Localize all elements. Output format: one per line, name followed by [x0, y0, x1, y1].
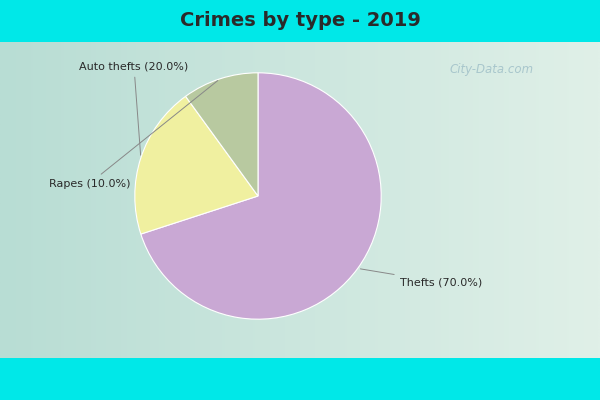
Wedge shape [135, 96, 258, 234]
Text: Thefts (70.0%): Thefts (70.0%) [361, 269, 482, 287]
Text: Auto thefts (20.0%): Auto thefts (20.0%) [79, 62, 188, 155]
Wedge shape [185, 73, 258, 196]
Text: City-Data.com: City-Data.com [450, 64, 534, 76]
Text: Rapes (10.0%): Rapes (10.0%) [49, 80, 218, 189]
Text: Crimes by type - 2019: Crimes by type - 2019 [179, 12, 421, 30]
Wedge shape [141, 73, 381, 319]
